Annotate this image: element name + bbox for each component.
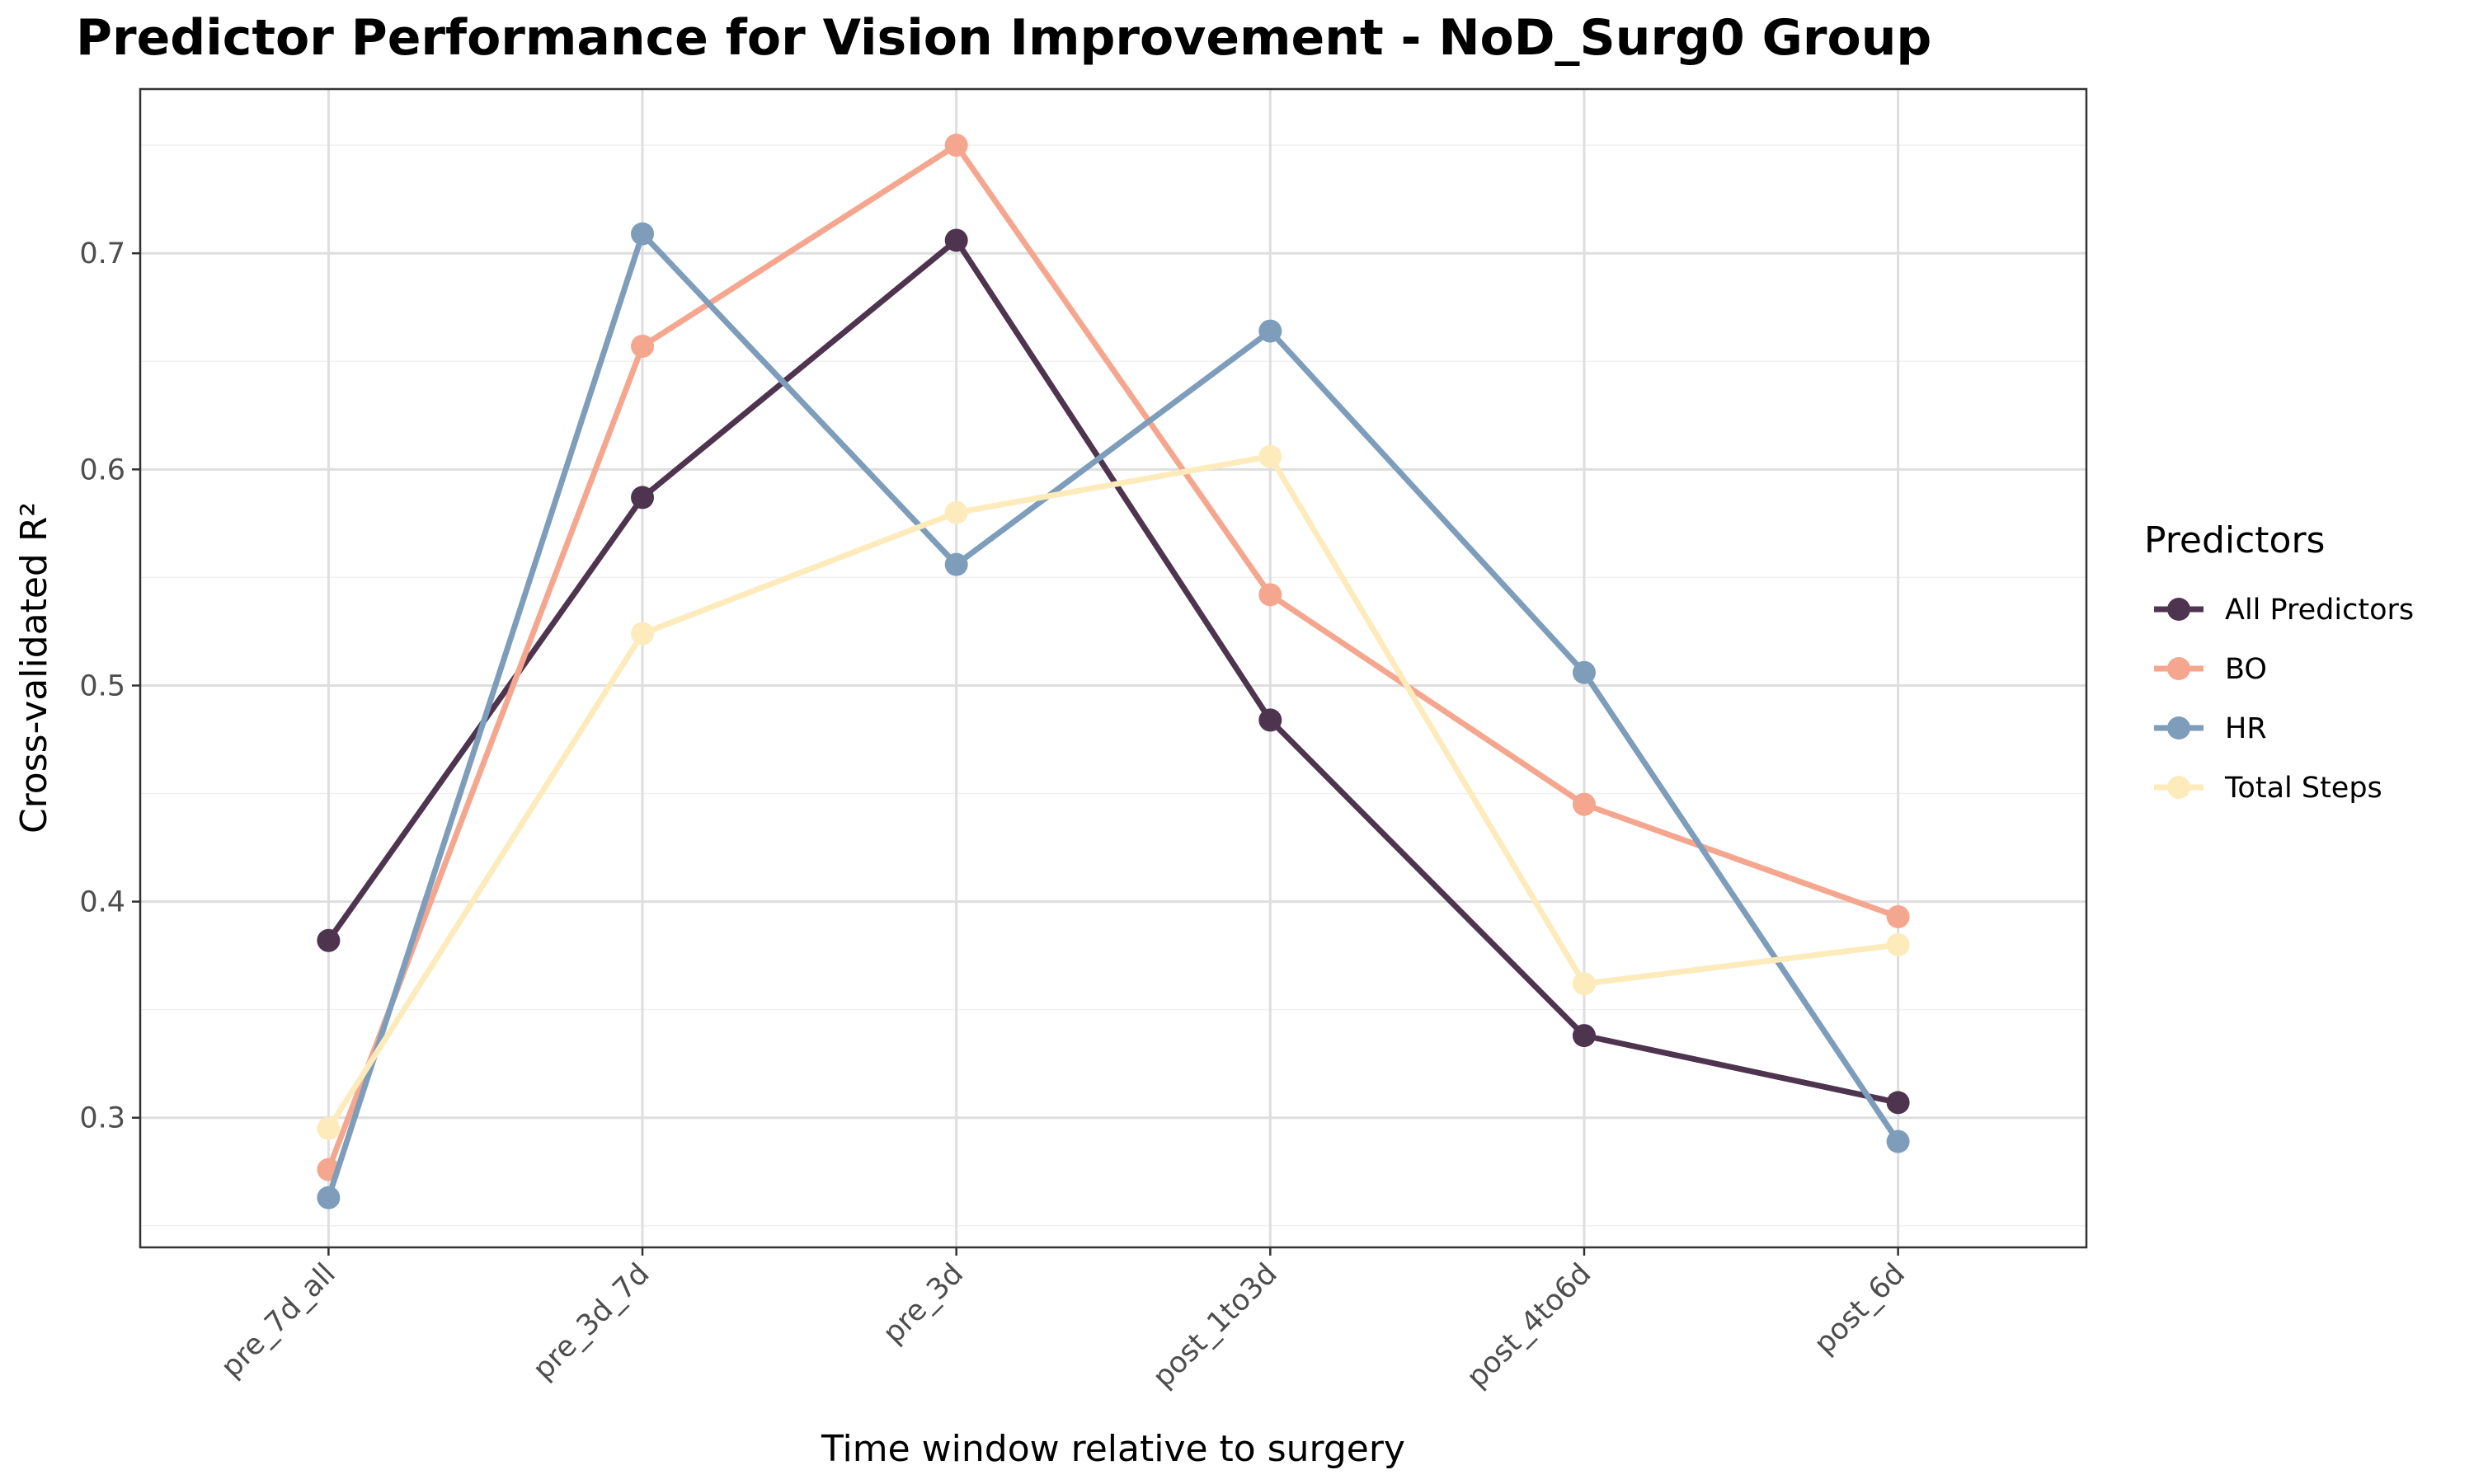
data-point-total-steps <box>631 622 655 646</box>
legend-title: Predictors <box>2144 519 2325 561</box>
x-tick-label: post_1to3d <box>1147 1257 1284 1394</box>
data-point-total-steps <box>944 500 968 524</box>
data-point-all-predictors <box>631 486 655 510</box>
data-point-all-predictors <box>317 928 341 952</box>
y-axis-ticks: 0.3 0.4 0.5 0.6 0.7 <box>79 237 140 1135</box>
series-layer <box>317 134 1910 1209</box>
series-bo <box>317 134 1910 1181</box>
legend-key-point <box>2167 657 2190 680</box>
series-line-total-steps <box>325 453 1902 1132</box>
data-point-hr <box>1258 319 1282 343</box>
legend-items: All Predictors BO HR Total Steps <box>2154 594 2414 805</box>
data-point-bo <box>1572 792 1596 816</box>
data-point-hr <box>1572 660 1596 684</box>
legend-label: HR <box>2225 712 2267 745</box>
grid <box>140 89 2086 1247</box>
y-tick-label: 0.4 <box>79 886 125 919</box>
x-tick-label: post_4to6d <box>1460 1257 1597 1394</box>
legend-item-total-steps: Total Steps <box>2154 772 2382 805</box>
series-line-all-predictors <box>325 237 1902 1106</box>
data-point-bo <box>1258 583 1282 607</box>
legend-key-point <box>2167 776 2190 799</box>
y-tick-label: 0.7 <box>79 237 125 270</box>
x-tick-label: pre_7d_all <box>215 1257 342 1384</box>
chart-title: Predictor Performance for Vision Improve… <box>76 9 1931 67</box>
legend: Predictors All Predictors BO HR Total Steps <box>2144 519 2414 805</box>
data-point-total-steps <box>317 1116 341 1140</box>
x-axis-title: Time window relative to surgery <box>821 1428 1405 1470</box>
data-point-all-predictors <box>944 228 968 252</box>
data-point-all-predictors <box>1258 708 1282 732</box>
data-point-all-predictors <box>1886 1091 1910 1115</box>
x-tick-label: pre_3d_7d <box>527 1257 656 1387</box>
data-point-bo <box>944 134 968 157</box>
data-point-hr <box>944 552 968 576</box>
panel-border <box>139 87 2088 1249</box>
legend-label: BO <box>2225 653 2267 686</box>
data-point-bo <box>631 334 655 358</box>
legend-key-point <box>2167 716 2190 740</box>
y-tick-label: 0.6 <box>79 453 125 486</box>
legend-label: Total Steps <box>2224 772 2382 805</box>
series-all-predictors <box>317 228 1910 1115</box>
y-tick-label: 0.5 <box>79 669 125 702</box>
data-point-hr <box>317 1186 341 1209</box>
series-hr <box>317 222 1910 1209</box>
data-point-bo <box>1886 904 1910 928</box>
data-point-total-steps <box>1886 933 1910 957</box>
y-axis-title: Cross-validated R² <box>13 502 55 834</box>
data-point-hr <box>1886 1129 1910 1153</box>
x-tick-label: post_6d <box>1808 1257 1912 1361</box>
x-tick-label: pre_3d <box>877 1257 970 1350</box>
x-axis-ticks: pre_7d_all pre_3d_7d pre_3d post_1to3d post_… <box>215 1247 1912 1394</box>
legend-item-hr: HR <box>2154 712 2267 745</box>
legend-key-point <box>2167 598 2190 621</box>
series-total-steps <box>317 444 1910 1140</box>
y-tick-label: 0.3 <box>79 1102 125 1135</box>
legend-label: All Predictors <box>2225 594 2414 627</box>
legend-item-bo: BO <box>2154 653 2267 686</box>
data-point-hr <box>631 222 655 246</box>
series-line-hr <box>325 231 1902 1201</box>
data-point-total-steps <box>1258 444 1282 468</box>
series-line-bo <box>325 142 1902 1173</box>
legend-item-all-predictors: All Predictors <box>2154 594 2414 627</box>
data-point-total-steps <box>1572 972 1596 996</box>
data-point-all-predictors <box>1572 1024 1596 1048</box>
